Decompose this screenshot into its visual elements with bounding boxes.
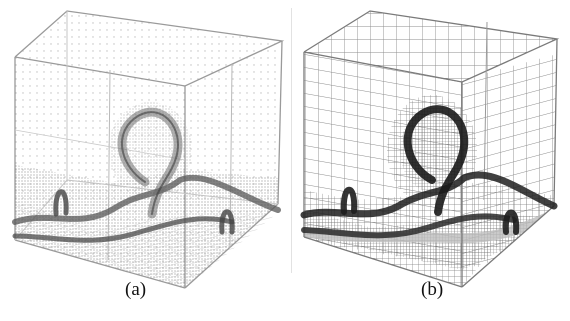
panel-b-caption: (b) <box>421 279 444 300</box>
cube-frame-b <box>303 10 560 288</box>
panel-divider <box>291 8 292 273</box>
panel-a: (a) <box>12 10 285 300</box>
panel-a-figure <box>12 10 285 289</box>
vortex-filament-b <box>300 105 558 239</box>
vortex-filament-a <box>12 107 281 243</box>
panel-b: (b) <box>292 0 570 321</box>
cube-faces-a <box>15 11 282 288</box>
adaptive-mesh-b <box>304 11 557 287</box>
cube-frame-a <box>14 10 285 289</box>
panel-a-caption: (a) <box>125 279 147 300</box>
panel-b-figure <box>300 10 560 288</box>
